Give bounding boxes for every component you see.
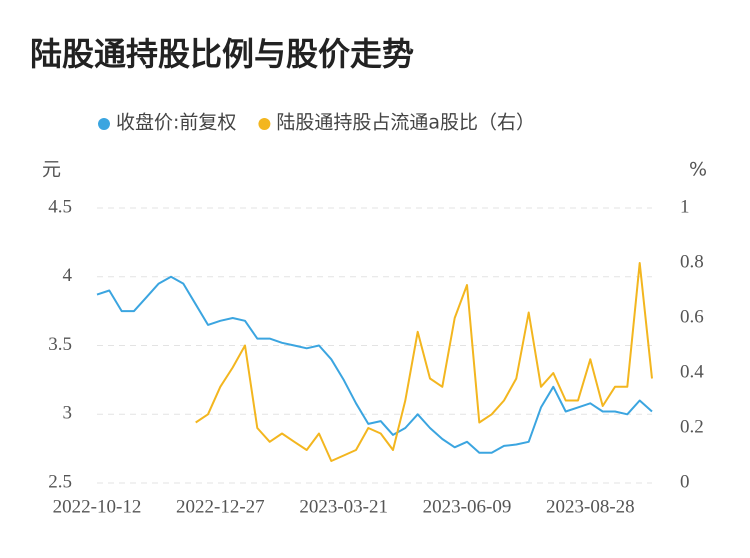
legend-marker bbox=[98, 118, 110, 130]
legend-marker bbox=[258, 118, 271, 130]
series-line bbox=[195, 262, 653, 462]
y2-tick-label: 1 bbox=[680, 196, 690, 217]
y2-tick-label: 0.8 bbox=[680, 251, 704, 272]
legend-label: 陆股通持股占流通a股比（右） bbox=[276, 112, 535, 134]
x-tick-label: 2022-10-12 bbox=[53, 496, 142, 517]
y-tick-label: 3.5 bbox=[48, 334, 72, 355]
x-tick-label: 2023-06-09 bbox=[423, 496, 512, 517]
x-tick-label: 2022-12-27 bbox=[176, 496, 265, 517]
y-tick-label: 4.5 bbox=[48, 196, 72, 217]
y-tick-label: 3 bbox=[63, 403, 73, 424]
x-tick-label: 2023-03-21 bbox=[299, 496, 388, 517]
x-tick-label: 2023-08-28 bbox=[546, 496, 635, 517]
y2-tick-label: 0 bbox=[680, 471, 690, 492]
series-line bbox=[96, 275, 653, 454]
chart-title: 陆股通持股比例与股价走势 bbox=[30, 35, 414, 73]
y-unit: 元 bbox=[42, 159, 61, 181]
y2-tick-label: 0.2 bbox=[680, 416, 704, 437]
y2-unit: % bbox=[689, 159, 707, 181]
y2-tick-label: 0.6 bbox=[680, 306, 704, 327]
y-tick-label: 4 bbox=[63, 265, 73, 286]
y-tick-label: 2.5 bbox=[48, 471, 72, 492]
legend-label: 收盘价:前复权 bbox=[116, 112, 236, 134]
y2-tick-label: 0.4 bbox=[680, 361, 704, 382]
